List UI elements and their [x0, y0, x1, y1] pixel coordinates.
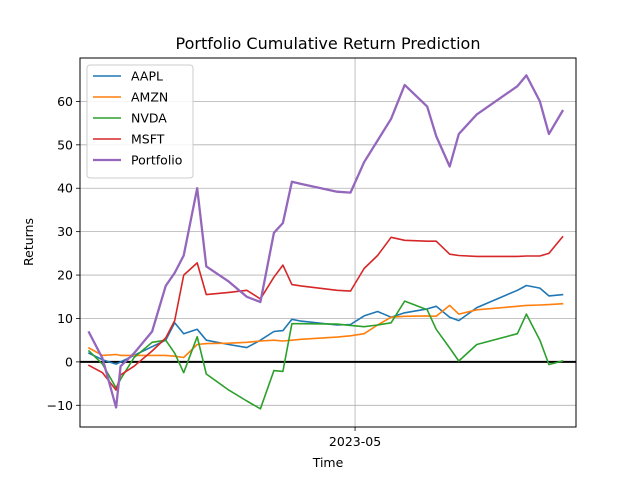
- series-group: [87, 74, 565, 410]
- y-tick-label: −10: [47, 398, 73, 413]
- y-tick-label: 10: [57, 311, 73, 326]
- legend-label-amzn: AMZN: [131, 90, 168, 105]
- x-axis: 2023-05: [329, 427, 381, 449]
- y-tick-label: 60: [57, 94, 73, 109]
- x-tick-label: 2023-05: [329, 434, 381, 449]
- legend-box: [86, 64, 194, 179]
- legend-label-msft: MSFT: [131, 132, 165, 147]
- legend-label-portfolio: Portfolio: [131, 153, 182, 168]
- series-line-nvda: [87, 300, 564, 410]
- y-tick-label: 40: [57, 181, 73, 196]
- y-axis: −10 0 10 20 30 40 50 60: [47, 94, 80, 413]
- y-axis-label: Returns: [21, 218, 36, 266]
- y-tick-label: 20: [57, 268, 73, 283]
- chart-title: Portfolio Cumulative Return Prediction: [176, 34, 481, 53]
- series-line-msft: [87, 235, 564, 391]
- legend-label-aapl: AAPL: [131, 69, 163, 84]
- x-axis-label: Time: [312, 455, 344, 470]
- y-tick-label: 50: [57, 137, 73, 152]
- y-tick-label: 0: [65, 354, 73, 369]
- legend-label-nvda: NVDA: [131, 111, 167, 126]
- series-line-amzn: [87, 302, 564, 359]
- legend: AAPL AMZN NVDA MSFT Portfolio: [86, 64, 194, 179]
- plot-frame: [79, 57, 577, 428]
- series-line-portfolio: [87, 74, 565, 409]
- y-tick-label: 30: [57, 224, 73, 239]
